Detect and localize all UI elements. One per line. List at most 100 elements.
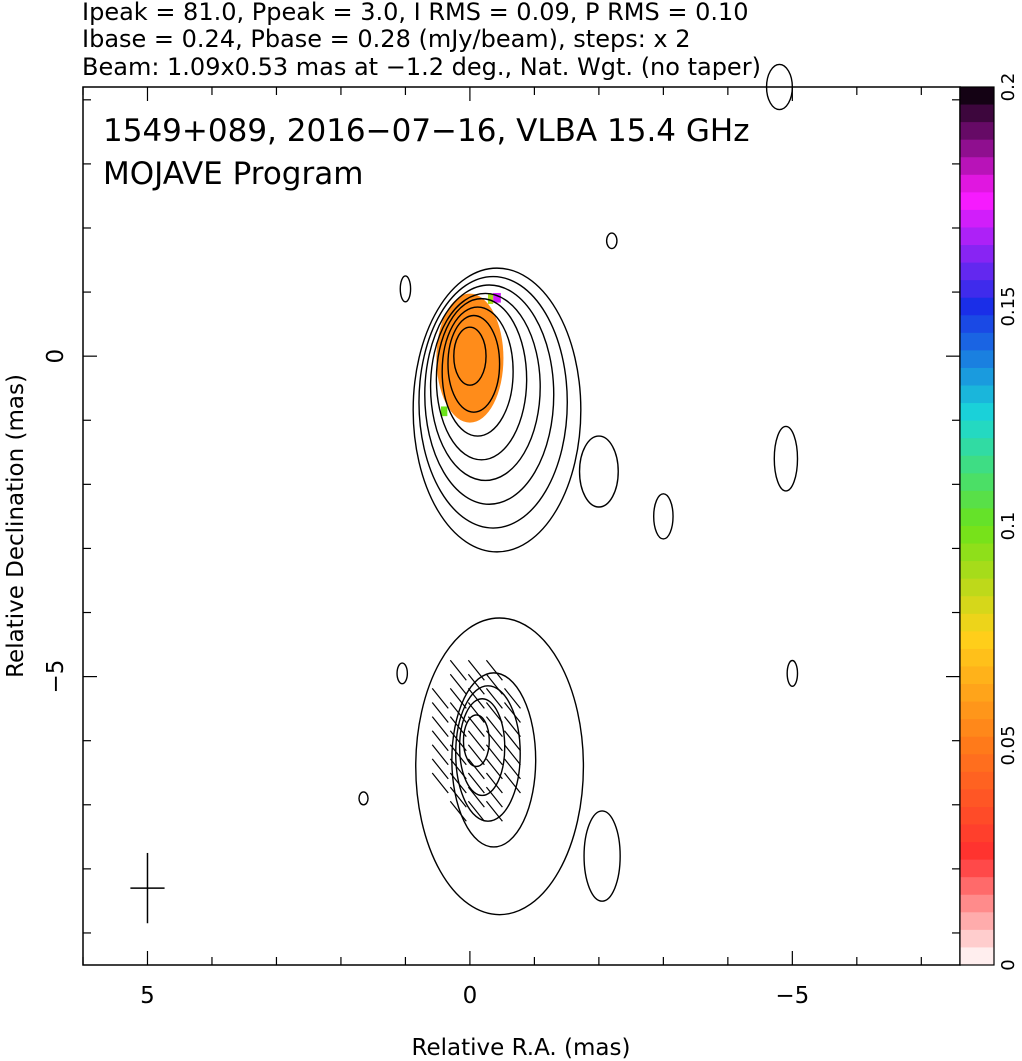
evpa-vector	[485, 688, 503, 709]
colorbar-tick-label: 0	[998, 959, 1019, 970]
evpa-vector	[431, 702, 449, 723]
colorbar-step	[960, 806, 994, 826]
colorbar-step	[960, 104, 994, 123]
evpa-vector	[504, 702, 521, 723]
colorbar-tick-label: 0.2	[998, 73, 1019, 102]
noise-contour	[396, 662, 409, 685]
evpa-vector	[467, 688, 485, 709]
evpa-vector	[467, 659, 485, 681]
colorbar-step	[960, 438, 994, 457]
evpa-vector	[449, 758, 467, 780]
evpa-vector	[467, 758, 485, 780]
contour-level	[418, 275, 568, 529]
contour-level	[412, 267, 582, 553]
colorbar-step	[960, 174, 994, 193]
contour-level	[447, 314, 501, 413]
colorbar: 0 0.05 0.1 0.15 0.2	[959, 73, 1019, 971]
evpa-vector	[467, 673, 485, 695]
evpa-vector	[467, 716, 485, 737]
evpa-vector	[449, 800, 467, 822]
evpa-vector	[467, 772, 485, 794]
colorbar-step	[960, 543, 994, 562]
evpa-vector	[504, 744, 521, 766]
colorbar-step	[960, 719, 994, 738]
colorbar-step	[960, 227, 994, 246]
evpa-vector	[467, 800, 485, 822]
colorbar-step	[960, 262, 994, 281]
colorbar-step	[960, 736, 994, 755]
evpa-vector	[467, 702, 485, 723]
colorbar-step	[960, 280, 994, 299]
colorbar-step	[960, 297, 994, 316]
evpa-vector	[431, 716, 449, 737]
evpa-vector	[467, 744, 485, 766]
evpa-vector	[467, 786, 485, 808]
colorbar-step	[960, 192, 994, 211]
noise-contour	[578, 435, 619, 508]
colorbar-tick-label: 0.1	[998, 512, 1019, 541]
colorbar-step	[960, 842, 994, 861]
evpa-vector	[449, 659, 467, 681]
colorbar-step	[960, 947, 994, 966]
colorbar-step	[960, 771, 994, 790]
evpa-vector	[485, 702, 503, 723]
colorbar-step	[960, 473, 994, 492]
evpa-vector	[431, 744, 449, 766]
colorbar-frame	[959, 86, 995, 966]
evpa-vector	[467, 730, 485, 752]
evpa-vector	[504, 688, 521, 709]
header-line-1: Ipeak = 81.0, Ppeak = 3.0, I RMS = 0.09,…	[82, 0, 749, 26]
evpa-vector	[485, 716, 503, 737]
colorbar-step	[960, 245, 994, 264]
polarization-vectors	[431, 659, 521, 822]
colorbar-step	[960, 139, 994, 158]
y-tick-label: −5	[43, 660, 69, 694]
polarization-edge-pixel	[487, 294, 494, 304]
colorbar-step	[960, 666, 994, 685]
contour-level	[458, 698, 506, 797]
colorbar-step	[960, 701, 994, 720]
noise-contour	[786, 659, 799, 687]
colorbar-step	[960, 315, 994, 334]
colorbar-step	[960, 561, 994, 580]
colorbar-step	[960, 684, 994, 703]
colorbar-step	[960, 455, 994, 474]
chart-subtitle: MOJAVE Program	[103, 156, 363, 192]
contour-level	[441, 306, 514, 437]
colorbar-step	[960, 754, 994, 773]
evpa-vector	[449, 673, 467, 695]
polarization-edge-pixel	[493, 292, 501, 303]
evpa-vector	[431, 758, 449, 780]
header-line-2: Ibase = 0.24, Pbase = 0.28 (mJy/beam), s…	[82, 25, 691, 53]
colorbar-step	[960, 490, 994, 509]
evpa-vector	[449, 772, 467, 794]
evpa-vector	[504, 716, 521, 737]
colorbar-step	[960, 209, 994, 228]
colorbar-step	[960, 420, 994, 439]
evpa-vector	[485, 786, 503, 808]
y-tick-label: 0	[43, 349, 69, 364]
colorbar-step	[960, 367, 994, 387]
x-axis-label: Relative R.A. (mas)	[412, 1035, 631, 1061]
colorbar-tick-label: 0.15	[998, 286, 1019, 326]
colorbar-step	[960, 859, 994, 878]
evpa-vector	[504, 730, 521, 752]
contour-level	[429, 292, 541, 482]
evpa-vector	[485, 659, 503, 681]
polarization-edge-pixel	[440, 406, 448, 417]
colorbar-step	[960, 157, 994, 176]
evpa-vector	[449, 716, 467, 737]
contour-level	[424, 284, 555, 505]
colorbar-step	[960, 613, 994, 632]
contour-level	[453, 326, 487, 386]
evpa-vector	[449, 730, 467, 752]
colorbar-step	[960, 332, 994, 351]
evpa-vector	[485, 673, 503, 695]
colorbar-step	[960, 648, 994, 667]
colorbar-step	[960, 526, 994, 545]
contour-level	[455, 685, 521, 822]
evpa-vector	[485, 758, 503, 780]
colorbar-step	[960, 403, 994, 422]
evpa-vector	[431, 730, 449, 752]
